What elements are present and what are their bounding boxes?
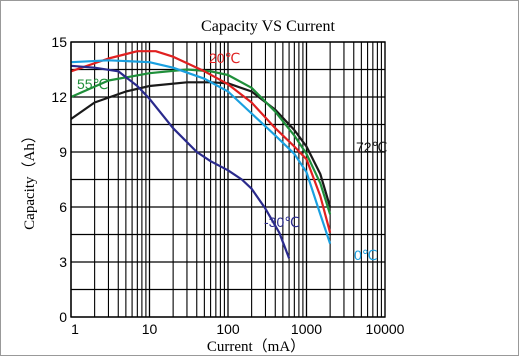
- tick-labels: 1 10 100 1000 10000 0 3 6 9 12 15: [51, 34, 404, 337]
- series-line-3: [70, 50, 332, 233]
- y-tick-label: 0: [59, 309, 67, 325]
- series-line-2: [70, 68, 332, 215]
- x-tick-label: 1: [71, 321, 79, 337]
- plot-border: [70, 41, 386, 318]
- chart-title: Capacity VS Current: [201, 18, 335, 35]
- series-annotation: 20℃: [209, 50, 240, 66]
- series-annotation: 55℃: [77, 76, 108, 92]
- x-tick-label: 10000: [366, 321, 405, 337]
- series-line-4: [70, 59, 332, 245]
- y-tick-label: 3: [59, 254, 67, 270]
- y-tick-label: 9: [59, 144, 67, 160]
- x-tick-label: 100: [216, 321, 240, 337]
- series-annotation: 0℃: [354, 247, 378, 263]
- y-tick-label: 12: [51, 89, 67, 105]
- series-annotation: -30℃: [264, 214, 300, 230]
- series-lines: [70, 50, 332, 259]
- x-axis-label: Current（mA）: [207, 338, 305, 355]
- x-tick-label: 10: [142, 321, 158, 337]
- series-annotations: 20℃ 55℃ 72℃ -30℃ 0℃: [77, 50, 387, 263]
- x-tick-label: 1000: [291, 321, 322, 337]
- y-tick-label: 6: [59, 199, 67, 215]
- series-line-5: [70, 64, 291, 259]
- series-annotation: 72℃: [356, 139, 387, 155]
- y-axis-label: Capacity（Ah）: [21, 128, 38, 230]
- y-tick-label: 15: [51, 34, 67, 50]
